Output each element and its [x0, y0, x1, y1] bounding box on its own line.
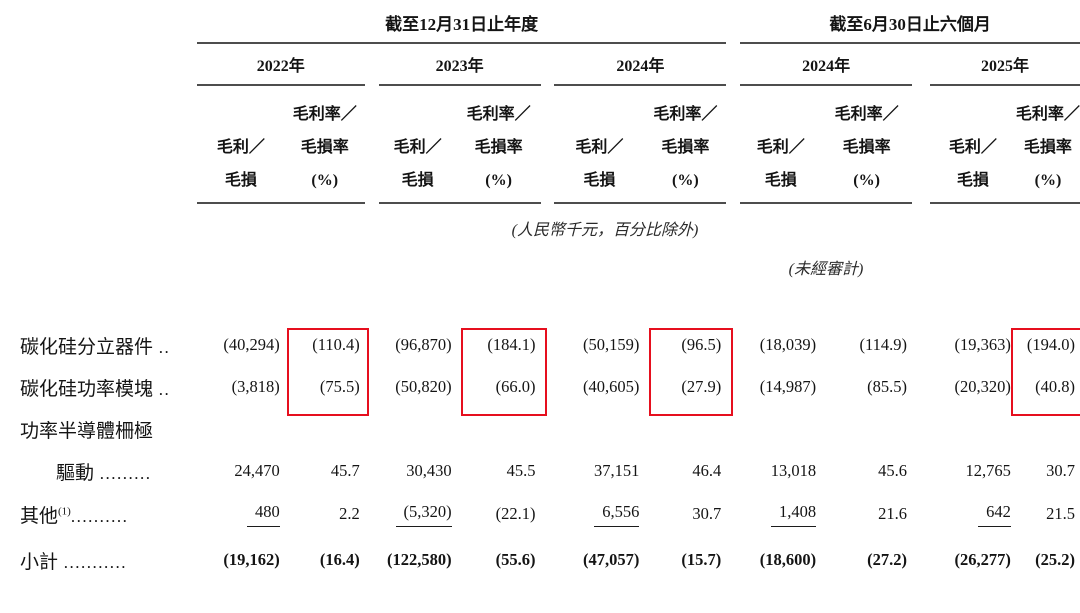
value-cell: 480 — [197, 492, 285, 536]
value-cell: (75.5) — [319, 377, 360, 396]
value-cell: (96,870) — [395, 335, 452, 354]
value-cell: (55.6) — [495, 550, 536, 569]
highlight-box — [461, 328, 547, 416]
value-cell: (5,320) — [379, 492, 457, 536]
value-cell: 1,408 — [740, 492, 821, 536]
value-cell: 21.5 — [1046, 504, 1075, 523]
table-row: 其他(1).......... 480 2.2 (5,320) (22.1) 6,556 3… — [20, 492, 1080, 536]
value-cell: 2.2 — [339, 504, 360, 523]
amount-column-header: 毛利／ 毛損 — [378, 86, 457, 204]
amount-column-header: 毛利／ 毛損 — [196, 86, 285, 204]
year-header: 2022年 — [196, 44, 365, 86]
value-cell: (47,057) — [583, 550, 640, 569]
year-header: 2024年 — [554, 44, 727, 86]
value-cell — [379, 408, 457, 450]
table-row: 碳化硅分立器件 .. (40,294) (110.4) (96,870) (184.1)… — [20, 324, 1080, 366]
row-label: 碳化硅功率模塊 .. — [20, 378, 171, 400]
value-cell: (50,159) — [583, 335, 640, 354]
value-cell: (66.0) — [495, 377, 536, 396]
gross-profit-table: 截至12月31日止年度 截至6月30日止六個月 2022年 2023年 2024年 2… — [20, 4, 1080, 584]
highlight-box — [1011, 328, 1080, 416]
period-group-annual: 截至12月31日止年度 — [196, 4, 727, 44]
value-cell — [821, 408, 912, 450]
amount-column-header: 毛利／ 毛損 — [740, 86, 822, 204]
value-cell: 21.6 — [878, 504, 908, 523]
amount-column-header: 毛利／ 毛損 — [554, 86, 645, 204]
value-cell: (22.1) — [495, 504, 536, 523]
row-label: 小計 ........... — [20, 551, 128, 573]
table-row: 碳化硅功率模塊 .. (3,818) (75.5) (50,820) (66.0) (40… — [20, 366, 1080, 408]
highlight-box — [649, 328, 733, 416]
value-cell: (16.4) — [319, 550, 360, 569]
year-header: 2023年 — [378, 44, 541, 86]
value-cell: (122,580) — [387, 550, 452, 569]
value-cell: 6,556 — [554, 492, 644, 536]
value-cell: (15.7) — [681, 550, 722, 569]
value-cell: 13,018 — [770, 461, 817, 480]
period-group-interim: 截至6月30日止六個月 — [740, 4, 1080, 44]
year-header-row: 2022年 2023年 2024年 2024年 2025年 — [20, 44, 1080, 86]
value-cell: (3,818) — [231, 377, 280, 396]
value-cell: (14,987) — [759, 377, 817, 396]
column-header-row: 毛利／ 毛損 毛利率／ 毛損率 (%) 毛利／ 毛損 毛利率／ 毛損率 (%) 毛利／ 毛損 毛利率／毛… — [20, 86, 1080, 204]
value-cell: 30.7 — [692, 504, 722, 523]
value-cell: (110.4) — [312, 335, 360, 354]
value-cell: (96.5) — [681, 335, 722, 354]
table-row: 功率半導體柵極 — [20, 408, 1080, 450]
table-row: 小計 ........... (19,162) (16.4) (122,580) (55… — [20, 536, 1080, 584]
highlight-box — [287, 328, 369, 416]
year-header: 2024年 — [740, 44, 913, 86]
value-cell: (20,320) — [954, 377, 1011, 396]
table-row: 驅動 ......... 24,470 45.7 30,430 45.5 37,151 46… — [20, 450, 1080, 492]
row-label: 其他(1).......... — [20, 505, 129, 527]
value-cell: 642 — [930, 492, 1016, 536]
rate-column-header: 毛利率／ 毛損率 (%) — [644, 86, 727, 204]
period-group-row: 截至12月31日止年度 截至6月30日止六個月 — [20, 4, 1080, 44]
rate-column-header: 毛利率／ 毛損率 (%) — [284, 86, 365, 204]
value-cell: (194.0) — [1026, 335, 1075, 354]
value-cell: 45.5 — [506, 461, 536, 480]
value-cell: (40,294) — [223, 335, 280, 354]
amount-column-header: 毛利／ 毛損 — [929, 86, 1016, 204]
value-cell: (85.5) — [867, 377, 908, 396]
value-cell: 24,470 — [234, 461, 280, 480]
units-note: (人民幣千元，百分比除外) — [511, 222, 699, 239]
value-cell: 12,765 — [965, 461, 1011, 480]
value-cell: (27.2) — [867, 550, 908, 569]
value-cell: 46.4 — [692, 461, 722, 480]
row-label: 碳化硅分立器件 .. — [20, 336, 171, 358]
value-cell: (184.1) — [487, 335, 536, 354]
year-header: 2025年 — [929, 44, 1080, 86]
rate-column-header: 毛利率／ 毛損率 (%) — [821, 86, 913, 204]
row-label: 驅動 ......... — [56, 462, 152, 484]
value-cell: 45.7 — [330, 461, 360, 480]
rate-column-header: 毛利率／ 毛損率 (%) — [1015, 86, 1080, 204]
value-cell — [554, 408, 644, 450]
rate-column-header: 毛利率／ 毛損率 (%) — [456, 86, 541, 204]
value-cell: (25.2) — [1035, 550, 1075, 569]
value-cell: 30.7 — [1046, 461, 1075, 480]
value-cell: (114.9) — [859, 335, 908, 354]
value-cell — [197, 408, 285, 450]
value-cell: (26,277) — [954, 550, 1011, 569]
row-label: 功率半導體柵極 — [20, 420, 154, 442]
value-cell: (40.8) — [1035, 377, 1075, 396]
value-cell: (18,600) — [759, 550, 817, 569]
value-cell: 37,151 — [594, 461, 640, 480]
unaudited-note: (未經審計) — [788, 261, 864, 278]
value-cell — [740, 408, 821, 450]
value-cell: (40,605) — [583, 377, 640, 396]
value-cell — [930, 408, 1016, 450]
value-cell: (50,820) — [395, 377, 452, 396]
value-cell: (19,162) — [223, 550, 280, 569]
value-cell: (18,039) — [759, 335, 817, 354]
value-cell: 30,430 — [406, 461, 452, 480]
value-cell: 45.6 — [878, 461, 908, 480]
value-cell: (19,363) — [954, 335, 1011, 354]
value-cell: (27.9) — [681, 377, 722, 396]
